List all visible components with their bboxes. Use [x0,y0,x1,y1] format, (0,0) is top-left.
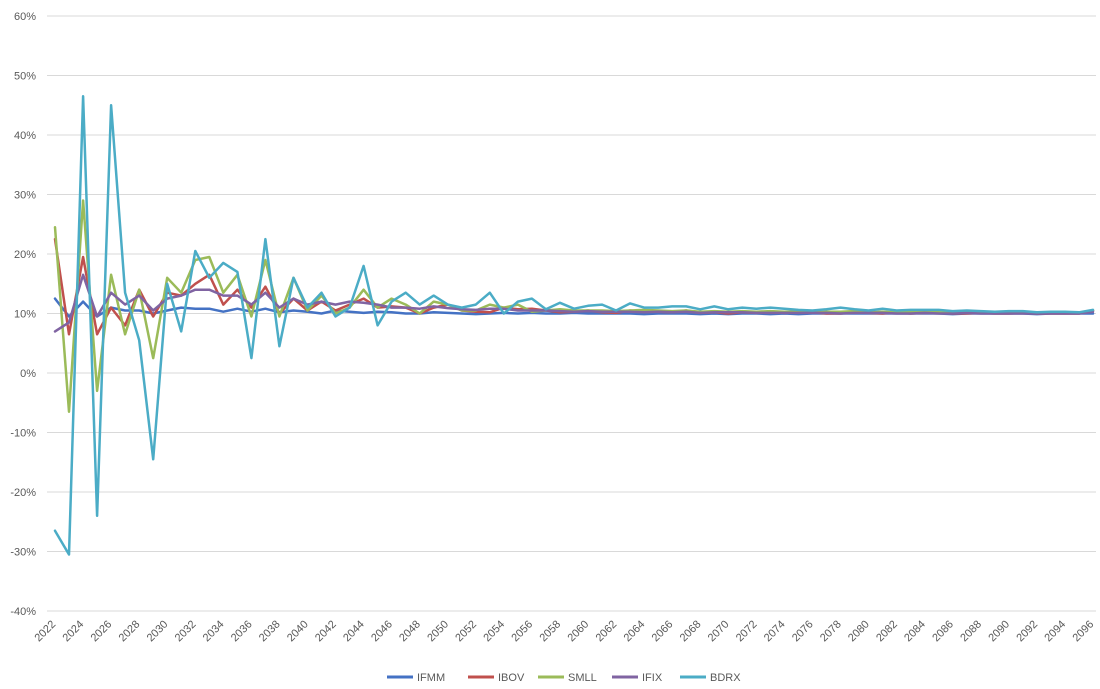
legend-label-ifix: IFIX [642,672,663,684]
x-tick-label: 2034 [201,618,227,644]
series-line-ifix [53,273,1095,333]
x-tick-label: 2058 [537,618,563,644]
x-tick-label: 2094 [1042,618,1068,644]
x-tick-label: 2048 [397,618,423,644]
x-tick-label: 2056 [509,618,535,644]
legend-label-smll: SMLL [568,672,597,684]
x-tick-label: 2042 [313,618,339,644]
x-tick-label: 2070 [706,618,732,644]
y-tick-label: 50% [14,71,36,83]
y-tick-label: 30% [14,190,36,202]
x-tick-label: 2050 [425,618,451,644]
y-tick-label: -40% [10,606,36,618]
legend-label-bdrx: BDRX [710,672,741,684]
x-tick-label: 2040 [285,618,311,644]
y-tick-label: -30% [10,547,36,559]
x-tick-label: 2026 [89,618,115,644]
x-tick-label: 2078 [818,618,844,644]
x-tick-label: 2030 [145,618,171,644]
x-tick-label: 2032 [173,618,199,644]
x-tick-label: 2046 [369,618,395,644]
series-line-bdrx [53,95,1095,556]
x-tick-label: 2092 [1014,618,1040,644]
x-tick-label: 2096 [1070,618,1096,644]
x-tick-label: 2036 [229,618,255,644]
x-tick-label: 2024 [61,618,87,644]
x-tick-label: 2080 [846,618,872,644]
x-tick-label: 2086 [930,618,956,644]
x-tick-label: 2062 [594,618,620,644]
y-tick-label: 10% [14,309,36,321]
x-tick-label: 2064 [622,618,648,644]
x-tick-label: 2022 [32,618,58,644]
x-tick-label: 2028 [117,618,143,644]
y-tick-label: -20% [10,487,36,499]
x-tick-label: 2084 [902,618,928,644]
x-tick-label: 2044 [341,618,367,644]
x-tick-label: 2074 [762,618,788,644]
y-tick-label: 20% [14,249,36,261]
series-line-smll [53,199,1095,413]
x-tick-label: 2052 [453,618,479,644]
x-tick-label: 2088 [958,618,984,644]
x-tick-label: 2072 [734,618,760,644]
x-tick-label: 2066 [650,618,676,644]
y-axis: 60% 50% 40% 30% 20% 10% 0% -10% -20% -30% -40% [10,11,36,618]
x-tick-label: 2076 [790,618,816,644]
x-tick-label: 2038 [257,618,283,644]
y-tick-label: 40% [14,130,36,142]
series-lines [53,95,1095,556]
x-tick-label: 2054 [481,618,507,644]
legend-label-ibov: IBOV [498,672,525,684]
y-tick-label: -10% [10,428,36,440]
x-tick-label: 2082 [874,618,900,644]
legend-label-ifmm: IFMM [417,672,445,684]
x-axis: 2022 2024 2026 2028 2030 2032 2034 2036 2038 2040… [32,618,1096,644]
series-line-ibov [53,237,1095,336]
x-tick-label: 2060 [566,618,592,644]
x-tick-label: 2090 [986,618,1012,644]
y-tick-label: 0% [20,368,36,380]
legend: IFMM IBOV SMLL IFIX BDRX [387,672,741,684]
x-tick-label: 2068 [678,618,704,644]
y-tick-label: 60% [14,11,36,23]
